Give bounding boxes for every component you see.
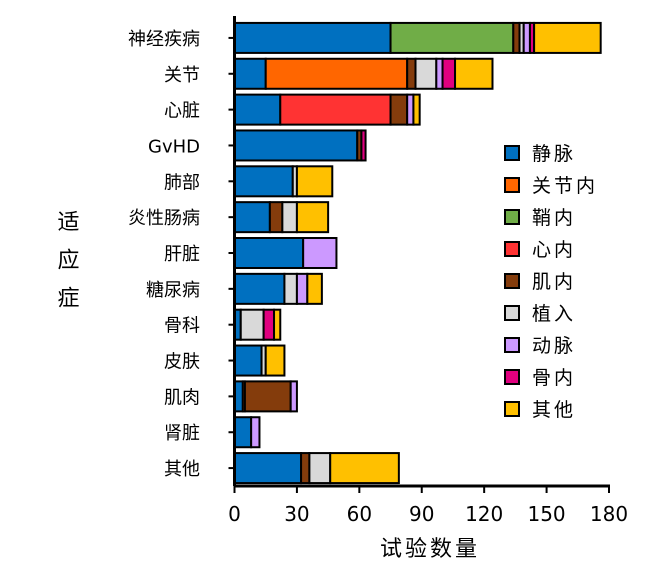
bar-segment <box>281 201 298 234</box>
legend-swatch <box>504 305 520 321</box>
y-tick-label: 关节 <box>164 65 200 86</box>
legend-swatch <box>504 273 520 289</box>
legend-label: 肌内 <box>532 271 576 293</box>
y-tick-label: 肝脏 <box>164 244 200 265</box>
legend-swatch <box>504 241 520 257</box>
bar-segment <box>412 93 421 126</box>
bar-segment <box>306 272 323 305</box>
y-axis-label: 适应症 <box>54 210 80 324</box>
x-tick-label: 90 <box>409 502 434 526</box>
bar-segment <box>389 21 515 54</box>
bar-segment <box>302 237 338 269</box>
bar-segment <box>233 272 286 305</box>
bar-segment <box>262 308 276 341</box>
legend-label: 骨内 <box>532 367 576 389</box>
bar-segment <box>233 57 267 90</box>
bar-segment <box>414 57 438 90</box>
bar-segment <box>289 380 298 413</box>
legend-label: 关节内 <box>532 175 598 197</box>
bar-segment <box>233 416 253 449</box>
bar-segment <box>389 93 409 126</box>
x-tick-label: 0 <box>228 502 241 526</box>
y-tick-label: 骨科 <box>164 316 200 337</box>
bar-segment <box>360 129 367 162</box>
bar-segment <box>233 129 359 162</box>
bar-segment <box>441 57 457 90</box>
x-tick-label: 150 <box>527 502 565 526</box>
bar-segment <box>329 452 400 485</box>
y-tick-label: 肾脏 <box>164 423 200 444</box>
bar-segment <box>233 165 294 198</box>
bar-segment <box>233 237 305 269</box>
y-tick-label: 糖尿病 <box>146 280 200 301</box>
y-tick-label: 肺部 <box>164 172 200 193</box>
legend-label: 其他 <box>532 399 576 421</box>
y-tick-label: 皮肤 <box>164 352 200 373</box>
x-tick-label: 60 <box>347 502 372 526</box>
legend-swatch <box>504 369 520 385</box>
y-tick-label: 心脏 <box>164 101 200 122</box>
bar-segment <box>239 308 265 341</box>
legend-swatch <box>504 177 520 193</box>
bar-segment <box>233 21 392 54</box>
bar-segment <box>533 21 602 54</box>
bar-segment <box>300 452 311 485</box>
x-tick-label: 120 <box>465 502 503 526</box>
bar-segment <box>264 344 286 377</box>
bar-segment <box>308 452 332 485</box>
y-tick-label: 肌肉 <box>164 387 200 408</box>
bar-segment <box>273 308 282 341</box>
bar-segment <box>454 57 494 90</box>
legend-label: 植入 <box>532 303 576 325</box>
legend-swatch <box>504 145 520 161</box>
legend-label: 静脉 <box>532 143 576 165</box>
bar-segment <box>295 272 309 305</box>
bar-segment <box>264 57 409 90</box>
bar-segment <box>268 201 284 234</box>
legend-label: 心内 <box>532 239 576 261</box>
bar-segment <box>233 201 271 234</box>
bar-segment <box>279 93 392 126</box>
y-tick-label: 其他 <box>164 459 200 480</box>
legend-label: 动脉 <box>532 335 576 357</box>
bar-segment <box>406 57 417 90</box>
x-tick-label: 30 <box>284 502 309 526</box>
x-axis-label: 试验数量 <box>380 537 480 562</box>
legend-label: 鞘内 <box>532 207 576 229</box>
y-tick-label: 神经疾病 <box>128 29 200 50</box>
bar-segment <box>283 272 298 305</box>
legend-swatch <box>504 401 520 417</box>
bar-segment <box>250 416 261 449</box>
bar-segment <box>233 344 263 377</box>
legend-swatch <box>504 209 520 225</box>
bar-segment <box>295 201 330 234</box>
x-tick-label: 180 <box>590 502 628 526</box>
y-tick-label: GvHD <box>148 136 200 157</box>
legend-swatch <box>504 337 520 353</box>
bar-segment <box>233 93 282 126</box>
bar-segment <box>295 165 334 198</box>
bar-segment <box>233 452 303 485</box>
y-tick-label: 炎性肠病 <box>128 208 200 229</box>
bar-segment <box>243 380 292 413</box>
